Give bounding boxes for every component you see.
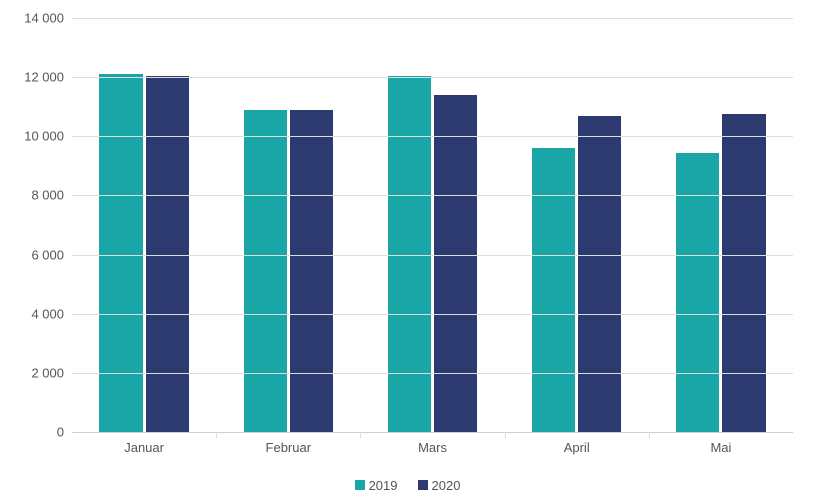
gridline [72,314,793,315]
y-axis-label: 14 000 [24,11,64,26]
plot-area: JanuarFebruarMarsAprilMai 02 0004 0006 0… [72,18,793,433]
y-axis-label: 2 000 [31,365,64,380]
y-axis-label: 0 [57,425,64,440]
x-axis-label: Januar [72,432,216,455]
gridline [72,77,793,78]
bar-2019 [244,110,287,432]
bar-group: Mars [360,18,504,432]
gridline [72,18,793,19]
y-axis-label: 10 000 [24,129,64,144]
x-axis-label: Februar [216,432,360,455]
gridline [72,195,793,196]
y-axis-label: 8 000 [31,188,64,203]
bar-2019 [532,148,575,432]
x-axis-label: Mai [649,432,793,455]
gridline [72,373,793,374]
y-axis-label: 6 000 [31,247,64,262]
x-axis-label: April [505,432,649,455]
chart-container: JanuarFebruarMarsAprilMai 0 2 000 4 000 6 0… [0,0,815,503]
y-axis-label: 12 000 [24,70,64,85]
legend-label: 2020 [432,478,461,493]
category-divider [505,432,506,438]
legend-label: 2019 [369,478,398,493]
legend-swatch [418,480,428,490]
category-divider [649,432,650,438]
bar-2019 [99,74,142,432]
bars-layer: JanuarFebruarMarsAprilMai [72,18,793,432]
legend-item-2019: 2019 [355,478,398,493]
bar-group: April [505,18,649,432]
gridline [72,136,793,137]
x-axis-label: Mars [360,432,504,455]
bar-2020 [722,114,765,432]
y-axis-label: 4 000 [31,306,64,321]
bar-group: Januar [72,18,216,432]
bar-group: Mai [649,18,793,432]
bar-2020 [434,95,477,432]
bar-group: Februar [216,18,360,432]
legend: 2019 2020 [0,478,815,494]
bar-2020 [290,110,333,432]
category-divider [360,432,361,438]
bar-2020 [578,116,621,432]
legend-swatch [355,480,365,490]
category-divider [216,432,217,438]
legend-item-2020: 2020 [418,478,461,493]
gridline [72,255,793,256]
